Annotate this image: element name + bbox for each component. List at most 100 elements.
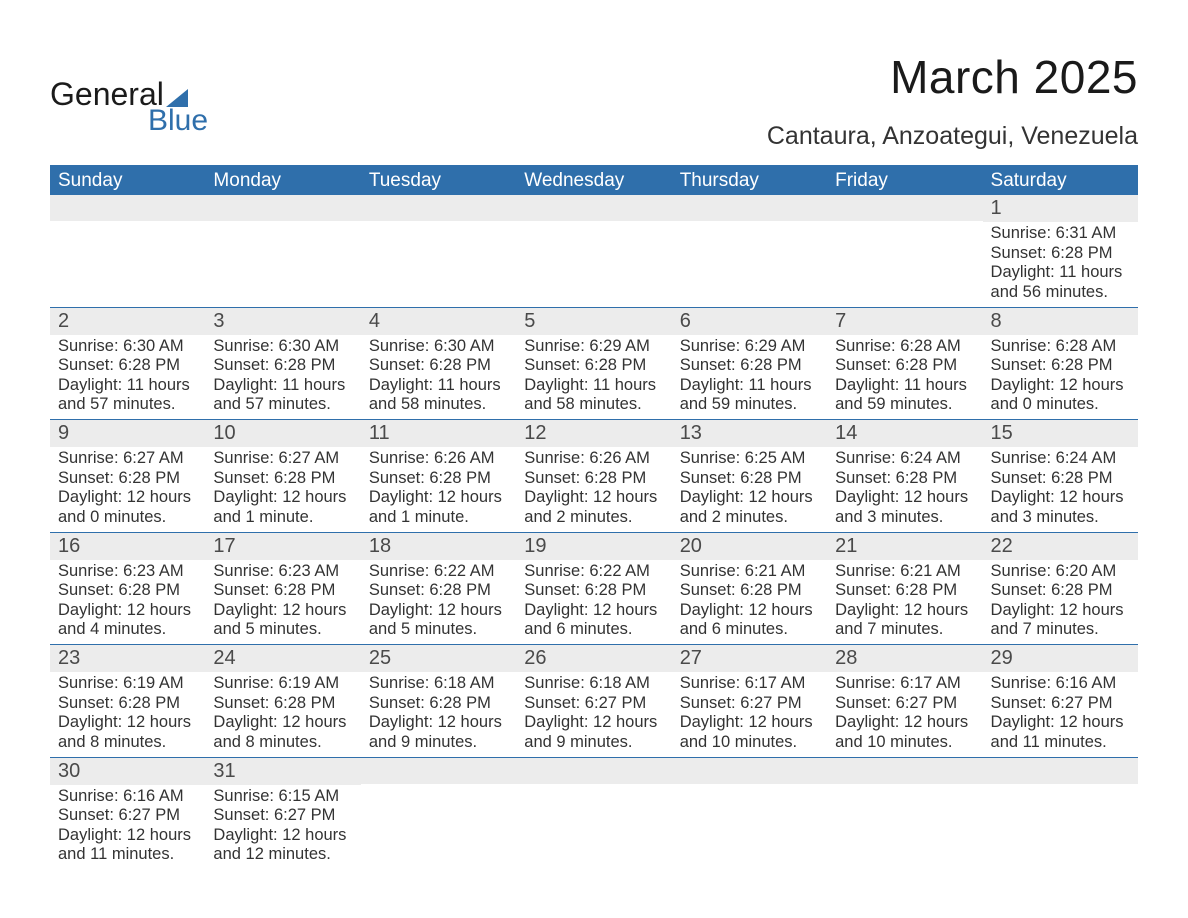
sunrise-text: Sunrise: 6:18 AM xyxy=(369,674,508,694)
day-number: 3 xyxy=(205,308,360,335)
day-body: Sunrise: 6:21 AMSunset: 6:28 PMDaylight:… xyxy=(827,560,982,645)
title-block: March 2025 Cantaura, Anzoategui, Venezue… xyxy=(767,50,1138,151)
weekday-monday: Monday xyxy=(205,165,360,195)
day-body: Sunrise: 6:21 AMSunset: 6:28 PMDaylight:… xyxy=(672,560,827,645)
day-body: Sunrise: 6:16 AMSunset: 6:27 PMDaylight:… xyxy=(983,672,1138,757)
daylight-text: Daylight: 12 hours and 3 minutes. xyxy=(835,488,974,527)
day-body: Sunrise: 6:27 AMSunset: 6:28 PMDaylight:… xyxy=(205,447,360,532)
brand-text-bottom: Blue xyxy=(148,106,208,136)
day-number: 23 xyxy=(50,645,205,672)
brand-logo: General Blue xyxy=(50,50,208,136)
day-body: Sunrise: 6:28 AMSunset: 6:28 PMDaylight:… xyxy=(827,335,982,420)
day-cell: 18Sunrise: 6:22 AMSunset: 6:28 PMDayligh… xyxy=(361,533,516,645)
day-cell: 15Sunrise: 6:24 AMSunset: 6:28 PMDayligh… xyxy=(983,420,1138,532)
daylight-text: Daylight: 12 hours and 10 minutes. xyxy=(835,713,974,752)
sunrise-text: Sunrise: 6:23 AM xyxy=(58,562,197,582)
week-row: 9Sunrise: 6:27 AMSunset: 6:28 PMDaylight… xyxy=(50,419,1138,532)
day-number: 22 xyxy=(983,533,1138,560)
sunrise-text: Sunrise: 6:29 AM xyxy=(680,337,819,357)
sunset-text: Sunset: 6:28 PM xyxy=(524,581,663,601)
day-cell: 30Sunrise: 6:16 AMSunset: 6:27 PMDayligh… xyxy=(50,758,205,870)
sunset-text: Sunset: 6:28 PM xyxy=(991,581,1130,601)
header: General Blue March 2025 Cantaura, Anzoat… xyxy=(50,50,1138,151)
daylight-text: Daylight: 12 hours and 2 minutes. xyxy=(524,488,663,527)
day-cell xyxy=(827,758,982,870)
day-cell xyxy=(361,195,516,307)
day-body: Sunrise: 6:30 AMSunset: 6:28 PMDaylight:… xyxy=(50,335,205,420)
day-number: 7 xyxy=(827,308,982,335)
day-cell: 27Sunrise: 6:17 AMSunset: 6:27 PMDayligh… xyxy=(672,645,827,757)
sunrise-text: Sunrise: 6:29 AM xyxy=(524,337,663,357)
daylight-text: Daylight: 12 hours and 11 minutes. xyxy=(58,826,197,865)
daylight-text: Daylight: 12 hours and 0 minutes. xyxy=(58,488,197,527)
sunrise-text: Sunrise: 6:19 AM xyxy=(213,674,352,694)
day-body: Sunrise: 6:22 AMSunset: 6:28 PMDaylight:… xyxy=(361,560,516,645)
day-body xyxy=(361,221,516,301)
day-cell: 9Sunrise: 6:27 AMSunset: 6:28 PMDaylight… xyxy=(50,420,205,532)
day-number: 15 xyxy=(983,420,1138,447)
day-number: 26 xyxy=(516,645,671,672)
sunset-text: Sunset: 6:28 PM xyxy=(213,356,352,376)
day-body xyxy=(672,784,827,864)
daylight-text: Daylight: 12 hours and 2 minutes. xyxy=(680,488,819,527)
daylight-text: Daylight: 12 hours and 1 minute. xyxy=(369,488,508,527)
day-body: Sunrise: 6:18 AMSunset: 6:28 PMDaylight:… xyxy=(361,672,516,757)
day-cell: 31Sunrise: 6:15 AMSunset: 6:27 PMDayligh… xyxy=(205,758,360,870)
day-cell xyxy=(672,195,827,307)
day-body: Sunrise: 6:29 AMSunset: 6:28 PMDaylight:… xyxy=(516,335,671,420)
day-body xyxy=(827,784,982,864)
day-number xyxy=(672,758,827,784)
day-cell: 22Sunrise: 6:20 AMSunset: 6:28 PMDayligh… xyxy=(983,533,1138,645)
sunset-text: Sunset: 6:28 PM xyxy=(680,356,819,376)
day-number xyxy=(516,195,671,221)
daylight-text: Daylight: 12 hours and 0 minutes. xyxy=(991,376,1130,415)
day-cell: 1Sunrise: 6:31 AMSunset: 6:28 PMDaylight… xyxy=(983,195,1138,307)
day-number: 2 xyxy=(50,308,205,335)
sunrise-text: Sunrise: 6:22 AM xyxy=(524,562,663,582)
daylight-text: Daylight: 11 hours and 58 minutes. xyxy=(369,376,508,415)
day-number xyxy=(205,195,360,221)
sunset-text: Sunset: 6:28 PM xyxy=(835,581,974,601)
sunrise-text: Sunrise: 6:30 AM xyxy=(58,337,197,357)
day-body: Sunrise: 6:24 AMSunset: 6:28 PMDaylight:… xyxy=(983,447,1138,532)
brand-top-row: General xyxy=(50,78,188,110)
daylight-text: Daylight: 11 hours and 57 minutes. xyxy=(213,376,352,415)
sunrise-text: Sunrise: 6:17 AM xyxy=(680,674,819,694)
day-body: Sunrise: 6:23 AMSunset: 6:28 PMDaylight:… xyxy=(50,560,205,645)
day-body xyxy=(361,784,516,864)
sunset-text: Sunset: 6:28 PM xyxy=(680,581,819,601)
daylight-text: Daylight: 12 hours and 4 minutes. xyxy=(58,601,197,640)
sunrise-text: Sunrise: 6:26 AM xyxy=(369,449,508,469)
sunrise-text: Sunrise: 6:24 AM xyxy=(835,449,974,469)
daylight-text: Daylight: 12 hours and 3 minutes. xyxy=(991,488,1130,527)
sunset-text: Sunset: 6:28 PM xyxy=(213,694,352,714)
daylight-text: Daylight: 12 hours and 9 minutes. xyxy=(369,713,508,752)
sunset-text: Sunset: 6:28 PM xyxy=(369,694,508,714)
day-body: Sunrise: 6:20 AMSunset: 6:28 PMDaylight:… xyxy=(983,560,1138,645)
sunset-text: Sunset: 6:28 PM xyxy=(991,356,1130,376)
day-number: 9 xyxy=(50,420,205,447)
weekday-header: Sunday Monday Tuesday Wednesday Thursday… xyxy=(50,165,1138,195)
weekday-friday: Friday xyxy=(827,165,982,195)
day-body xyxy=(983,784,1138,864)
sunset-text: Sunset: 6:28 PM xyxy=(835,469,974,489)
weekday-thursday: Thursday xyxy=(672,165,827,195)
day-cell xyxy=(983,758,1138,870)
daylight-text: Daylight: 12 hours and 7 minutes. xyxy=(991,601,1130,640)
sunset-text: Sunset: 6:28 PM xyxy=(58,356,197,376)
sunset-text: Sunset: 6:28 PM xyxy=(680,469,819,489)
day-cell: 20Sunrise: 6:21 AMSunset: 6:28 PMDayligh… xyxy=(672,533,827,645)
day-number: 30 xyxy=(50,758,205,785)
daylight-text: Daylight: 12 hours and 6 minutes. xyxy=(680,601,819,640)
daylight-text: Daylight: 11 hours and 57 minutes. xyxy=(58,376,197,415)
day-cell: 8Sunrise: 6:28 AMSunset: 6:28 PMDaylight… xyxy=(983,308,1138,420)
day-number xyxy=(361,195,516,221)
day-cell: 3Sunrise: 6:30 AMSunset: 6:28 PMDaylight… xyxy=(205,308,360,420)
daylight-text: Daylight: 12 hours and 11 minutes. xyxy=(991,713,1130,752)
sunrise-text: Sunrise: 6:15 AM xyxy=(213,787,352,807)
day-number xyxy=(827,758,982,784)
day-number xyxy=(827,195,982,221)
sunset-text: Sunset: 6:28 PM xyxy=(369,469,508,489)
day-number: 24 xyxy=(205,645,360,672)
day-cell: 7Sunrise: 6:28 AMSunset: 6:28 PMDaylight… xyxy=(827,308,982,420)
